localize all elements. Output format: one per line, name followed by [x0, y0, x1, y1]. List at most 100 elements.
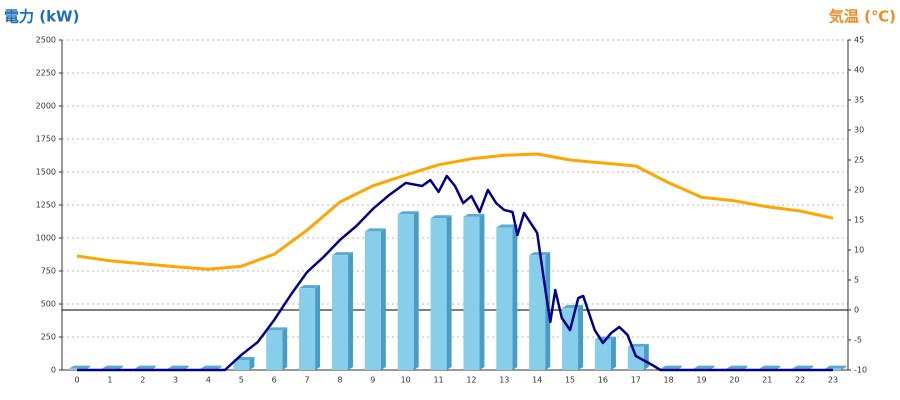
bar-face [364, 228, 386, 232]
x-tick-label: 18 [664, 376, 674, 385]
line [76, 152, 834, 271]
y2-tick-label: -5 [854, 336, 862, 345]
bar-face [627, 346, 644, 370]
bar [463, 213, 485, 370]
x-tick-label: 21 [762, 376, 772, 385]
bar-face [331, 255, 348, 370]
y-tick-label: 2250 [36, 69, 56, 78]
bar-face [610, 336, 616, 370]
y2-tick-label: 5 [854, 276, 859, 285]
bar [562, 304, 584, 370]
y-tick-label: 2500 [36, 36, 56, 45]
bar-face [496, 227, 513, 370]
x-tick-label: 10 [401, 376, 411, 385]
bar-face [413, 211, 419, 370]
bar-face [578, 304, 584, 370]
y-tick-label: 1000 [36, 234, 56, 243]
y-tick-label: 250 [41, 333, 56, 342]
bar-face [529, 255, 546, 370]
bar-face [266, 330, 283, 370]
bar [299, 285, 321, 370]
x-tick-label: 8 [337, 376, 342, 385]
x-tick-label: 0 [74, 376, 79, 385]
bar-face [562, 307, 579, 370]
y-tick-label: 0 [51, 366, 56, 375]
bar-face [446, 215, 452, 370]
y-tick-label: 750 [41, 267, 56, 276]
bar-face [266, 327, 288, 331]
y2-tick-label: 0 [854, 306, 859, 315]
bar-face [364, 231, 381, 370]
bar-face [726, 365, 748, 369]
x-tick-label: 4 [206, 376, 211, 385]
x-tick-label: 3 [173, 376, 178, 385]
y2-tick-label: -10 [854, 366, 867, 375]
x-tick-label: 14 [532, 376, 542, 385]
bar-face [282, 327, 288, 370]
bar-face [299, 288, 316, 370]
bar-face [134, 365, 156, 369]
y-axis-title: 電力 (kW) [4, 8, 79, 26]
y2-axis-title: 気温 (℃) [829, 8, 896, 26]
y2-tick-label: 10 [854, 246, 864, 255]
bar [430, 215, 452, 370]
bar [266, 327, 288, 370]
y2-tick-label: 25 [854, 156, 864, 165]
x-tick-label: 17 [631, 376, 641, 385]
bar-face [693, 365, 715, 369]
bar-face [167, 365, 189, 369]
bar-face [841, 365, 846, 370]
x-tick-label: 2 [140, 376, 145, 385]
x-tick-label: 20 [729, 376, 739, 385]
x-tick-label: 16 [598, 376, 608, 385]
bar-face [347, 252, 353, 370]
y2-tick-label: 30 [854, 126, 864, 135]
bar-face [562, 304, 584, 308]
x-tick-label: 5 [239, 376, 244, 385]
bar-face [512, 224, 518, 370]
bar-face [200, 365, 222, 369]
line [77, 174, 833, 372]
bar-face [380, 228, 386, 370]
bar-face [643, 343, 649, 370]
bar [331, 252, 353, 370]
bar [397, 211, 419, 370]
y2-tick-label: 35 [854, 96, 864, 105]
y-tick-label: 1250 [36, 201, 56, 210]
y2-tick-label: 15 [854, 216, 864, 225]
bar-face [69, 365, 90, 369]
bar-face [463, 216, 480, 370]
bar-face [249, 356, 255, 370]
x-tick-label: 1 [107, 376, 112, 385]
bar-face [496, 224, 518, 228]
bar-face [430, 215, 452, 219]
bar-face [660, 365, 682, 369]
bar-face [430, 218, 447, 370]
bar-face [825, 365, 846, 369]
y-tick-label: 2000 [36, 102, 56, 111]
bar-face [397, 214, 414, 370]
y2-tick-label: 45 [854, 36, 864, 45]
x-tick-label: 22 [795, 376, 805, 385]
bar [364, 228, 386, 370]
x-tick-label: 19 [696, 376, 706, 385]
bar-face [397, 211, 419, 215]
bar-face [299, 285, 321, 289]
x-tick-label: 7 [305, 376, 310, 385]
bar [496, 224, 518, 370]
y-tick-label: 1750 [36, 135, 56, 144]
x-tick-label: 9 [370, 376, 375, 385]
x-tick-label: 15 [565, 376, 575, 385]
y2-tick-label: 20 [854, 186, 864, 195]
bar-face [759, 365, 781, 369]
bar-face [463, 213, 485, 217]
bar-face [594, 339, 611, 370]
bar-face [101, 365, 123, 369]
bar-face [315, 285, 321, 370]
x-tick-label: 13 [499, 376, 509, 385]
bar-face [479, 213, 485, 370]
y-tick-label: 1500 [36, 168, 56, 177]
bar-face [792, 365, 814, 369]
bar [627, 343, 649, 370]
